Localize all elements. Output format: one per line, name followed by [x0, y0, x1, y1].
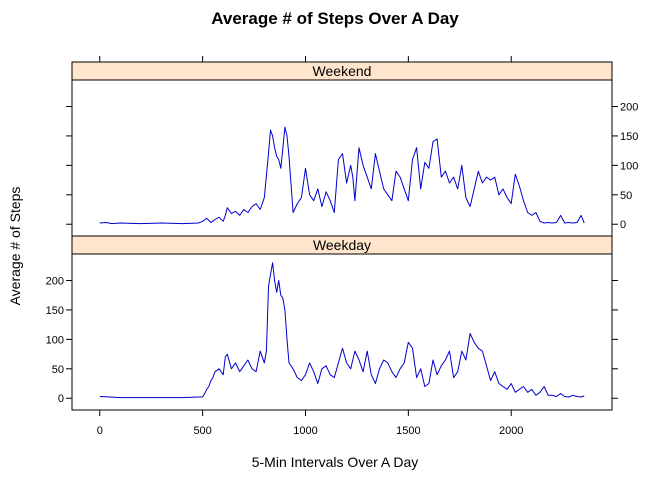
x-tick-label: 1000 — [293, 425, 317, 437]
x-axis-label: 5-Min Intervals Over A Day — [252, 454, 419, 470]
y-tick-label-weekend: 50 — [620, 190, 632, 202]
y-axis-label: Average # of Steps — [7, 187, 23, 306]
x-tick-label: 500 — [193, 425, 211, 437]
strip-label-weekend: Weekend — [313, 63, 372, 79]
chart-title: Average # of Steps Over A Day — [211, 9, 459, 28]
panel-frame-weekend — [71, 79, 613, 237]
x-tick-label: 1500 — [396, 425, 420, 437]
panel-frame-weekday — [71, 253, 613, 411]
y-tick-label-weekday: 50 — [52, 364, 64, 376]
y-tick-label-weekend: 200 — [620, 101, 638, 113]
y-tick-label-weekend: 0 — [620, 219, 626, 231]
series-line-weekend — [99, 126, 585, 225]
y-tick-label-weekday: 150 — [46, 305, 64, 317]
series-line-weekday — [99, 262, 585, 399]
strip-label-weekday: Weekday — [313, 237, 371, 253]
x-tick-label: 0 — [97, 425, 103, 437]
y-tick-label-weekday: 200 — [46, 275, 64, 287]
y-tick-label-weekend: 150 — [620, 131, 638, 143]
y-tick-label-weekday: 100 — [46, 334, 64, 346]
y-tick-label-weekday: 0 — [58, 393, 64, 405]
y-tick-label-weekend: 100 — [620, 160, 638, 172]
x-tick-label: 2000 — [499, 425, 523, 437]
